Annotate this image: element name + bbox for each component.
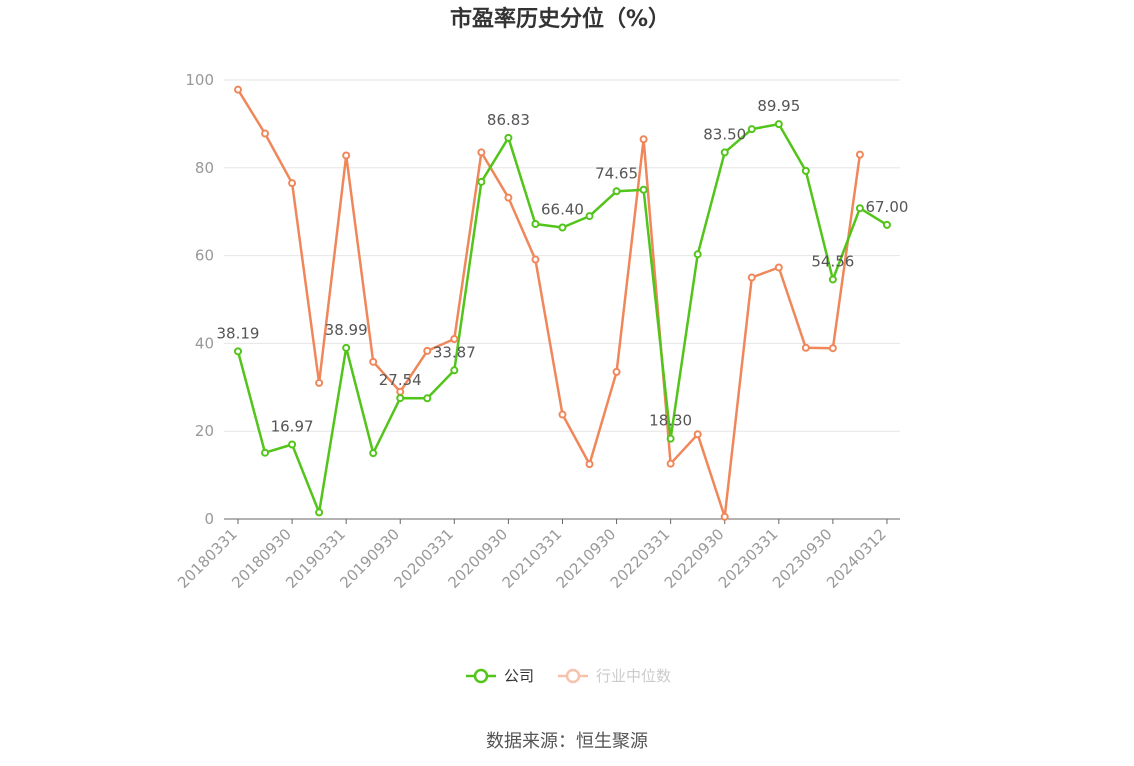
data-point[interactable] [558, 410, 567, 419]
data-point[interactable] [234, 85, 242, 94]
data-point[interactable] [450, 366, 459, 375]
data-point[interactable] [666, 434, 675, 443]
data-label: 66.40 [541, 201, 584, 219]
data-point[interactable] [882, 220, 891, 229]
data-point[interactable] [477, 148, 486, 157]
data-point[interactable] [801, 166, 810, 175]
data-point[interactable] [504, 193, 513, 202]
data-point[interactable] [693, 430, 702, 439]
data-point[interactable] [315, 378, 324, 387]
data-label: 83.50 [703, 125, 746, 143]
series-line-0 [236, 122, 888, 514]
series-points [234, 85, 891, 521]
data-point[interactable] [342, 343, 351, 352]
data-label: 89.95 [757, 97, 800, 115]
legend-label: 公司 [504, 667, 534, 685]
data-point[interactable] [558, 223, 567, 232]
data-point[interactable] [747, 125, 756, 134]
data-point[interactable] [342, 151, 351, 160]
source-note: 数据来源：恒生聚源 [486, 731, 648, 752]
data-point[interactable] [612, 367, 621, 376]
y-tick-label: 40 [195, 334, 214, 352]
data-point[interactable] [396, 394, 405, 403]
data-labels: 38.19 16.97 38.99 27.54 33.87 86.83 66.40 74.65… [217, 97, 909, 435]
data-label: 54.56 [811, 252, 854, 270]
x-axis: 2018033120180930201903312019093020200331… [174, 518, 900, 592]
data-label: 67.00 [865, 198, 908, 216]
y-axis: 0 20 40 60 80 100 [185, 71, 214, 528]
data-point[interactable] [423, 346, 432, 355]
series-lines [236, 89, 888, 519]
data-point[interactable] [720, 148, 729, 157]
data-label: 33.87 [433, 343, 476, 361]
data-point[interactable] [585, 212, 594, 221]
legend-marker [565, 668, 581, 684]
data-point[interactable] [396, 387, 405, 396]
legend-item-0[interactable]: 公司 [466, 667, 534, 685]
data-point[interactable] [261, 448, 270, 457]
data-label: 16.97 [271, 418, 314, 436]
data-point[interactable] [828, 275, 837, 284]
data-point[interactable] [423, 394, 432, 403]
data-point[interactable] [720, 512, 729, 521]
data-point[interactable] [450, 335, 459, 344]
data-point[interactable] [801, 343, 810, 352]
data-point[interactable] [855, 150, 864, 159]
data-point[interactable] [288, 179, 297, 188]
data-point[interactable] [261, 129, 270, 138]
data-point[interactable] [504, 133, 513, 142]
data-point[interactable] [693, 250, 702, 259]
data-label: 86.83 [487, 111, 530, 129]
data-label: 27.54 [379, 371, 422, 389]
data-label: 38.19 [217, 324, 260, 342]
data-point[interactable] [828, 344, 837, 353]
data-label: 38.99 [325, 321, 368, 339]
y-tick-label: 20 [195, 422, 214, 440]
data-point[interactable] [477, 177, 486, 186]
data-point[interactable] [612, 187, 621, 196]
data-point[interactable] [774, 263, 783, 272]
data-point[interactable] [639, 185, 648, 194]
data-point[interactable] [369, 449, 378, 458]
legend-label: 行业中位数 [596, 667, 671, 685]
y-tick-label: 60 [195, 247, 214, 265]
data-point[interactable] [531, 255, 540, 264]
data-point[interactable] [666, 459, 675, 468]
y-tick-label: 100 [185, 71, 214, 89]
series-line-1 [236, 89, 862, 519]
data-point[interactable] [369, 357, 378, 366]
data-point[interactable] [774, 120, 783, 129]
data-point[interactable] [531, 219, 540, 228]
y-tick-label: 0 [204, 510, 214, 528]
data-point[interactable] [585, 460, 594, 469]
legend-item-1[interactable]: 行业中位数 [558, 667, 671, 685]
chart-title: 市盈率历史分位（%） [450, 6, 670, 32]
data-point[interactable] [747, 273, 756, 282]
data-point[interactable] [315, 508, 324, 517]
legend-marker [473, 668, 489, 684]
data-point[interactable] [639, 135, 648, 144]
data-label: 74.65 [595, 164, 638, 182]
data-point[interactable] [855, 204, 864, 213]
data-point[interactable] [234, 347, 242, 356]
y-tick-label: 80 [195, 159, 214, 177]
grid [224, 79, 900, 432]
legend[interactable]: 公司 行业中位数 [466, 667, 671, 685]
x-tick-label: 20240312 [823, 525, 890, 592]
data-label: 18.30 [649, 412, 692, 430]
data-point[interactable] [288, 440, 297, 449]
